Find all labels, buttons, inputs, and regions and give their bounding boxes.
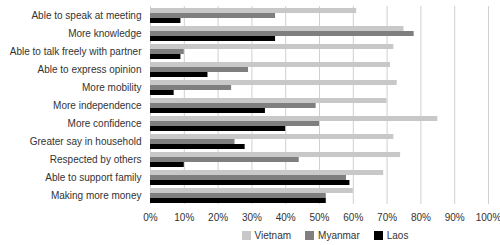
svg-text:More mobility: More mobility bbox=[82, 82, 141, 93]
svg-text:Able to talk freely with partn: Able to talk freely with partner bbox=[10, 46, 142, 57]
svg-text:Greater say in household: Greater say in household bbox=[30, 136, 142, 147]
html-text:Laos: Laos bbox=[386, 229, 409, 241]
svg-text:30%: 30% bbox=[242, 212, 262, 223]
svg-text:Able to support family: Able to support family bbox=[45, 172, 141, 183]
svg-text:40%: 40% bbox=[276, 212, 296, 223]
svg-text:60%: 60% bbox=[343, 212, 363, 223]
svg-text:80%: 80% bbox=[411, 212, 431, 223]
svg-text:Respected by others: Respected by others bbox=[50, 154, 142, 165]
svg-text:More independence: More independence bbox=[53, 100, 142, 111]
svg-text:10%: 10% bbox=[174, 212, 194, 223]
svg-text:Able to express opinion: Able to express opinion bbox=[38, 64, 142, 75]
svg-text:More knowledge: More knowledge bbox=[68, 28, 142, 39]
svg-text:70%: 70% bbox=[377, 212, 397, 223]
svg-text:90%: 90% bbox=[445, 212, 465, 223]
svg-text:0%: 0% bbox=[143, 212, 158, 223]
svg-text:More confidence: More confidence bbox=[68, 118, 142, 129]
svg-text:20%: 20% bbox=[208, 212, 228, 223]
svg-text:Able to speak at meeting: Able to speak at meeting bbox=[31, 10, 141, 21]
svg-text:50%: 50% bbox=[309, 212, 329, 223]
html-text:Myanmar: Myanmar bbox=[318, 229, 360, 241]
html-text:Vietnam: Vietnam bbox=[254, 229, 292, 241]
svg-text:Making more money: Making more money bbox=[51, 190, 142, 201]
svg-text:100%: 100% bbox=[476, 212, 500, 223]
